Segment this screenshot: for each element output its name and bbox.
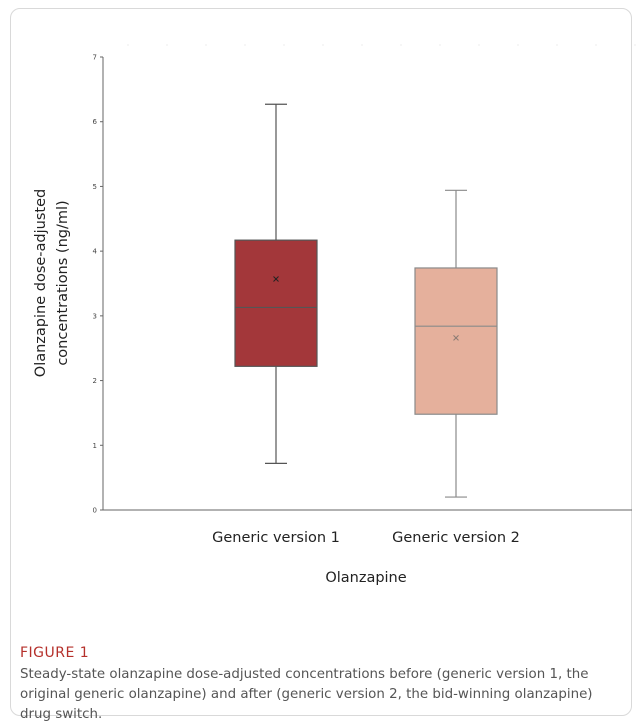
y-tick-label: 0	[93, 507, 97, 515]
figure-label: FIGURE 1	[20, 645, 90, 661]
y-tick-label: 6	[93, 118, 98, 126]
box-2	[414, 189, 498, 498]
y-tick-label: 5	[93, 183, 97, 191]
y-tick-label: 1	[93, 442, 97, 450]
y-tick-label: 4	[93, 248, 98, 256]
y-axis-title-line: concentrations (ng/ml)	[55, 200, 71, 365]
figure-caption-text: Steady-state olanzapine dose-adjusted co…	[20, 667, 593, 722]
iqr-box	[414, 267, 498, 415]
y-tick-label: 2	[93, 377, 97, 385]
figure-panel	[10, 8, 632, 716]
box-1	[234, 103, 318, 465]
y-tick-label: 3	[93, 312, 97, 320]
mean-marker	[453, 335, 459, 341]
y-tick-label: 7	[93, 54, 97, 62]
x-axis-title: Olanzapine	[325, 570, 406, 586]
axes	[102, 44, 636, 511]
x-category-labels: Generic version 1 Generic version 2	[212, 530, 520, 546]
box-plot-chart: Olanzapine dose-adjusted concentrations (…	[33, 44, 636, 586]
mean-marker	[273, 276, 279, 282]
boxes	[234, 103, 498, 498]
y-axis-title: Olanzapine dose-adjusted concentrations (…	[33, 189, 71, 377]
x-category-label: Generic version 1	[212, 530, 340, 546]
x-category-label: Generic version 2	[392, 530, 520, 546]
y-ticks: 0 1 2 3 4 5 6 7	[93, 54, 103, 515]
figure-caption: FIGURE 1 Steady-state olanzapine dose-ad…	[20, 645, 620, 725]
y-axis-title-line: Olanzapine dose-adjusted	[33, 189, 49, 377]
iqr-box	[234, 239, 318, 367]
